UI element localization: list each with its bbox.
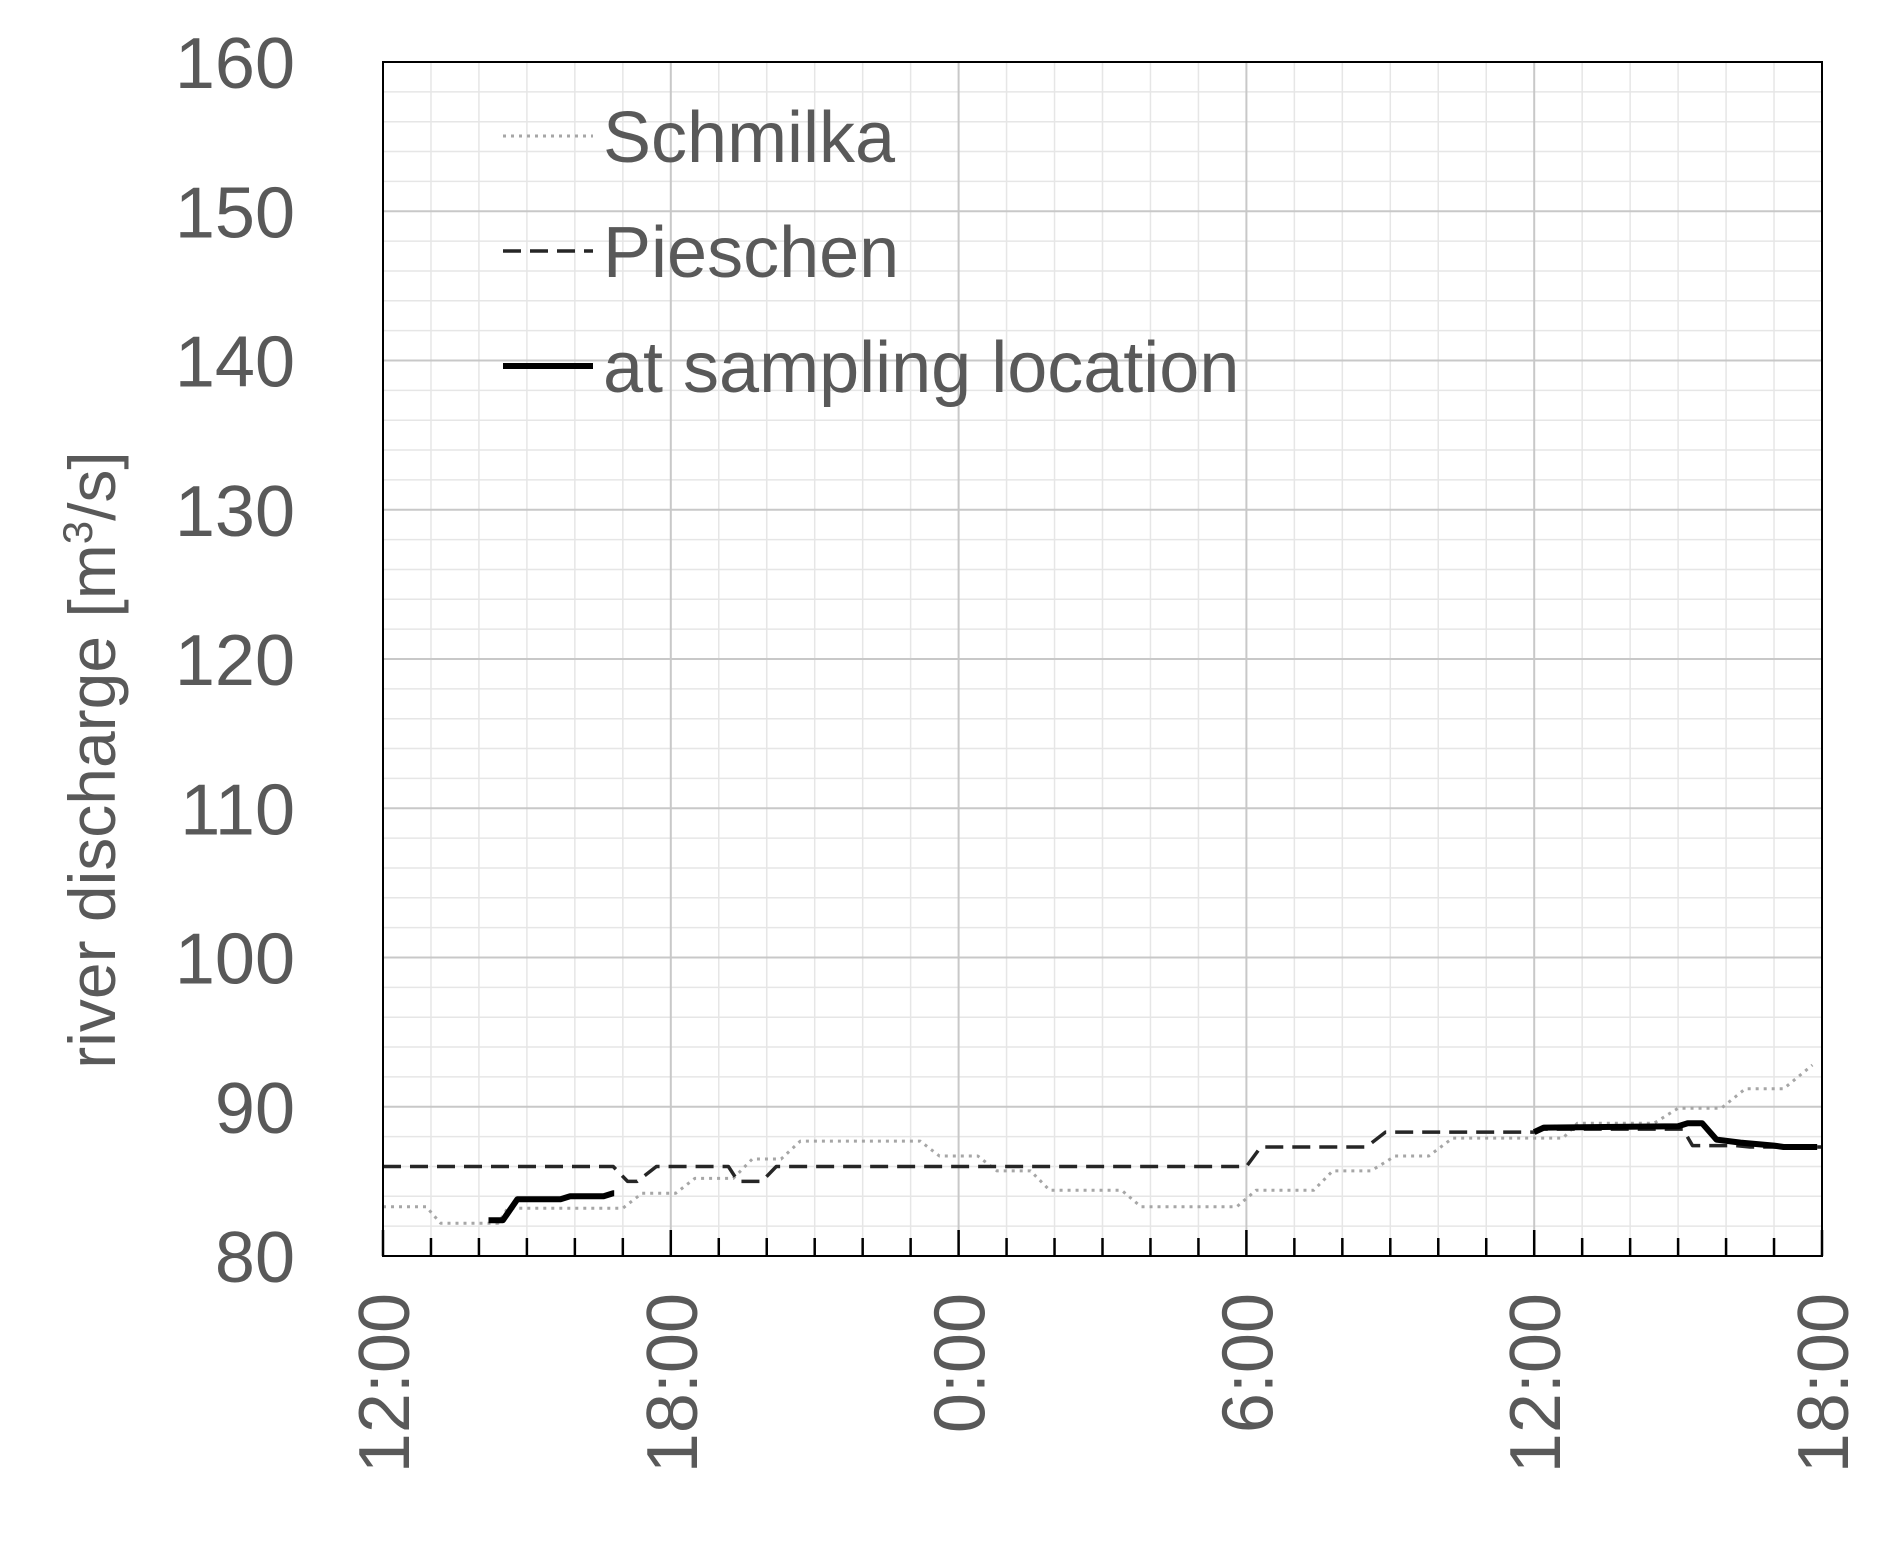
y-tick-label: 130 <box>175 472 295 552</box>
y-axis-title-superscript: 3 <box>54 521 101 544</box>
y-axis-title: river discharge [m3/s] <box>54 451 130 1069</box>
x-tick-label: 12:00 <box>345 1293 425 1473</box>
y-axis-title-unit-end: /s] <box>55 451 129 521</box>
legend-label-pieschen: Pieschen <box>603 213 899 293</box>
y-tick-label: 150 <box>175 173 295 253</box>
y-tick-label: 140 <box>175 323 295 403</box>
series-line-at-sampling-location <box>1532 1120 1818 1150</box>
y-tick-label: 160 <box>175 24 295 104</box>
x-axis-tick-labels: 12:00 18:00 0:00 6:00 12:00 18:00 <box>345 1293 1864 1473</box>
y-axis-tick-labels: 80 90 100 110 120 130 140 150 160 <box>175 24 295 1298</box>
x-tick-label: 6:00 <box>1208 1293 1288 1433</box>
legend: Schmilka Pieschen at sampling location <box>503 98 1239 408</box>
series-line-schmilka <box>383 1063 1814 1225</box>
series-layer <box>383 1063 1822 1225</box>
y-tick-label: 120 <box>175 621 295 701</box>
x-tick-label: 12:00 <box>1496 1293 1576 1473</box>
y-tick-label: 100 <box>175 920 295 1000</box>
x-tick-label: 18:00 <box>1784 1293 1864 1473</box>
legend-label-sampling-location: at sampling location <box>603 328 1239 408</box>
series-line-pieschen <box>383 1127 1822 1184</box>
y-tick-label: 110 <box>180 770 295 850</box>
y-axis-title-main: river discharge [m <box>55 544 129 1069</box>
x-axis-ticks <box>381 1230 1824 1256</box>
x-tick-label: 0:00 <box>921 1293 1001 1433</box>
x-tick-label: 18:00 <box>633 1293 713 1473</box>
legend-label-schmilka: Schmilka <box>603 98 896 178</box>
y-tick-label: 80 <box>215 1218 295 1298</box>
y-tick-label: 90 <box>215 1069 295 1149</box>
series-line-at-sampling-location <box>488 1190 617 1224</box>
